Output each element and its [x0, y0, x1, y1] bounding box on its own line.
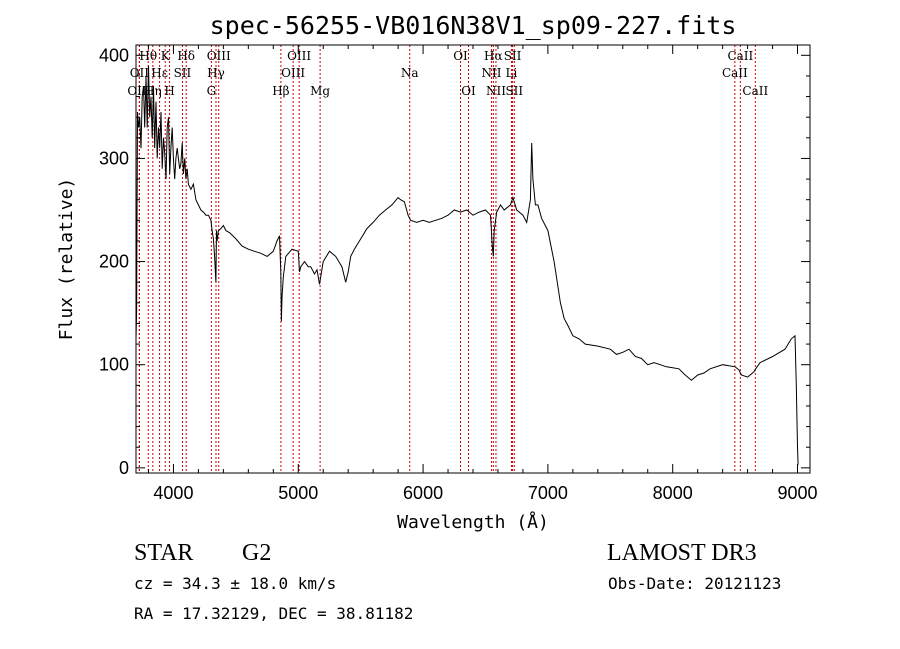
y-tick-label: 400: [99, 45, 129, 65]
spectral-line-label: NII: [481, 66, 501, 80]
spectral-line-label: OI: [453, 49, 468, 63]
object-class: STAR: [134, 540, 193, 566]
spectral-line-label: SII: [174, 66, 192, 80]
spectral-line-label: CaII: [722, 66, 748, 80]
x-axis-title: Wavelength (Å): [397, 511, 549, 533]
spectral-line-label: Hγ: [207, 66, 225, 80]
y-tick-label: 0: [119, 458, 129, 478]
y-axis-ticks: 0 100 200 300 400: [99, 45, 810, 478]
spectral-line-label: OI: [461, 84, 476, 98]
spectral-line-label: OIII: [207, 49, 231, 63]
spectral-line-label: H: [164, 84, 174, 98]
x-tick-label: 4000: [153, 483, 193, 503]
x-axis-ticks: 4000 5000 6000 7000 8000 9000: [147, 45, 818, 503]
y-axis-title: Flux (relative): [56, 178, 77, 341]
spectral-line-label: CaII: [742, 84, 768, 98]
survey-name: LAMOST DR3: [607, 540, 757, 566]
x-tick-label: 9000: [777, 483, 817, 503]
spectral-line-label: NII: [486, 84, 506, 98]
x-tick-label: 8000: [653, 483, 693, 503]
y-tick-label: 100: [99, 355, 129, 375]
spectral-line-label: K: [161, 49, 171, 63]
coordinates: RA = 17.32129, DEC = 38.81182: [134, 604, 413, 623]
spectral-line-label: Mg: [310, 84, 330, 98]
spectral-line-label: OII: [130, 66, 150, 80]
y-tick-label: 200: [99, 252, 129, 272]
spectrum-series-line: [135, 65, 799, 465]
spectral-line-label: Hε: [151, 66, 168, 80]
y-tick-label: 300: [99, 148, 129, 168]
spectral-line-label: OIII: [287, 49, 311, 63]
spectral-line-label: Na: [401, 66, 419, 80]
spectral-line-label: OIII: [281, 66, 305, 80]
x-tick-label: 5000: [278, 483, 318, 503]
chart-title: spec-56255-VB016N38V1_sp09-227.fits: [210, 11, 737, 40]
spectral-line-label: Li: [506, 66, 518, 80]
x-tick-label: 6000: [403, 483, 443, 503]
x-tick-label: 7000: [528, 483, 568, 503]
spectral-line-label: Hδ: [177, 49, 195, 63]
spectral-line-label: Hα: [484, 49, 503, 63]
object-subclass: G2: [242, 540, 271, 566]
spectral-line-label: SII: [505, 84, 523, 98]
spectral-line-label: CaII: [727, 49, 753, 63]
plot-frame: [135, 44, 811, 474]
observation-date: Obs-Date: 20121123: [608, 574, 781, 593]
spectral-line-markers: [138, 45, 756, 473]
spectral-line-label: G: [207, 84, 217, 98]
redshift-velocity: cz = 34.3 ± 18.0 km/s: [134, 574, 336, 593]
spectral-line-label: Hβ: [272, 84, 289, 98]
spectral-line-label: SII: [504, 49, 522, 63]
spectral-line-label: Hθ: [139, 49, 157, 63]
